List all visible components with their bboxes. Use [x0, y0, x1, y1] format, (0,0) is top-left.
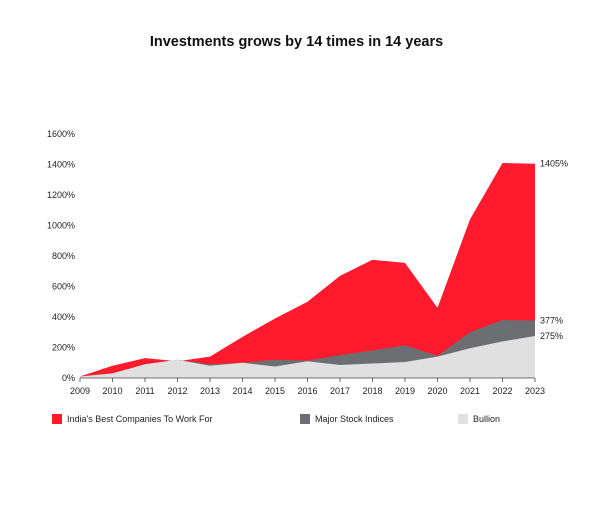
x-tick-label: 2013 [200, 386, 220, 396]
legend-item-best-companies: India's Best Companies To Work For [52, 414, 212, 424]
x-axis-ticks: 2009 2010 2011 2012 2013 2014 2015 2016 2017 2018… [70, 378, 545, 396]
legend-swatch-bullion [458, 414, 468, 424]
end-labels: 1405% 377% 275% [540, 159, 568, 341]
y-tick-label: 200% [52, 343, 75, 353]
x-tick-label: 2010 [102, 386, 122, 396]
x-tick-label: 2015 [265, 386, 285, 396]
y-tick-label: 1600% [47, 129, 75, 139]
legend-swatch-stock-indices [300, 414, 310, 424]
y-tick-label: 1400% [47, 160, 75, 170]
y-tick-label: 600% [52, 282, 75, 292]
y-tick-label: 1000% [47, 221, 75, 231]
area-bullion [80, 336, 535, 378]
y-tick-label: 400% [52, 312, 75, 322]
x-tick-label: 2021 [460, 386, 480, 396]
y-tick-label: 0% [62, 373, 75, 383]
legend-label-bullion: Bullion [473, 414, 501, 424]
area-india-s-best-companies-to-work-for [80, 162, 535, 378]
x-tick-label: 2012 [167, 386, 187, 396]
end-label-india-s-best-companies-to-work-for: 1405% [540, 159, 568, 169]
legend-label-best-companies: India's Best Companies To Work For [67, 414, 213, 424]
x-tick-label: 2020 [427, 386, 447, 396]
y-axis-ticks: 0% 200% 400% 600% 800% 1000% 1200% 1400% 1600% [47, 129, 75, 383]
x-tick-label: 2009 [70, 386, 90, 396]
legend-swatch-best-companies [52, 414, 62, 424]
x-tick-label: 2019 [395, 386, 415, 396]
end-label-major-stock-indices: 377% [540, 316, 563, 326]
chart-title: Investments grows by 14 times in 14 year… [149, 34, 444, 50]
chart-areas [80, 162, 535, 378]
x-tick-label: 2023 [525, 386, 545, 396]
x-tick-label: 2011 [135, 386, 154, 396]
legend: India's Best Companies To Work For Major… [0, 414, 593, 430]
x-tick-label: 2016 [297, 386, 317, 396]
legend-item-stock-indices: Major Stock Indices [300, 414, 394, 424]
y-tick-label: 1200% [47, 190, 75, 200]
x-tick-label: 2017 [330, 386, 350, 396]
y-tick-label: 800% [52, 251, 75, 261]
x-tick-label: 2018 [362, 386, 382, 396]
legend-item-bullion: Bullion [458, 414, 500, 424]
x-tick-label: 2022 [492, 386, 512, 396]
end-label-bullion: 275% [540, 331, 563, 341]
x-tick-label: 2014 [232, 386, 252, 396]
legend-label-stock-indices: Major Stock Indices [315, 414, 394, 424]
